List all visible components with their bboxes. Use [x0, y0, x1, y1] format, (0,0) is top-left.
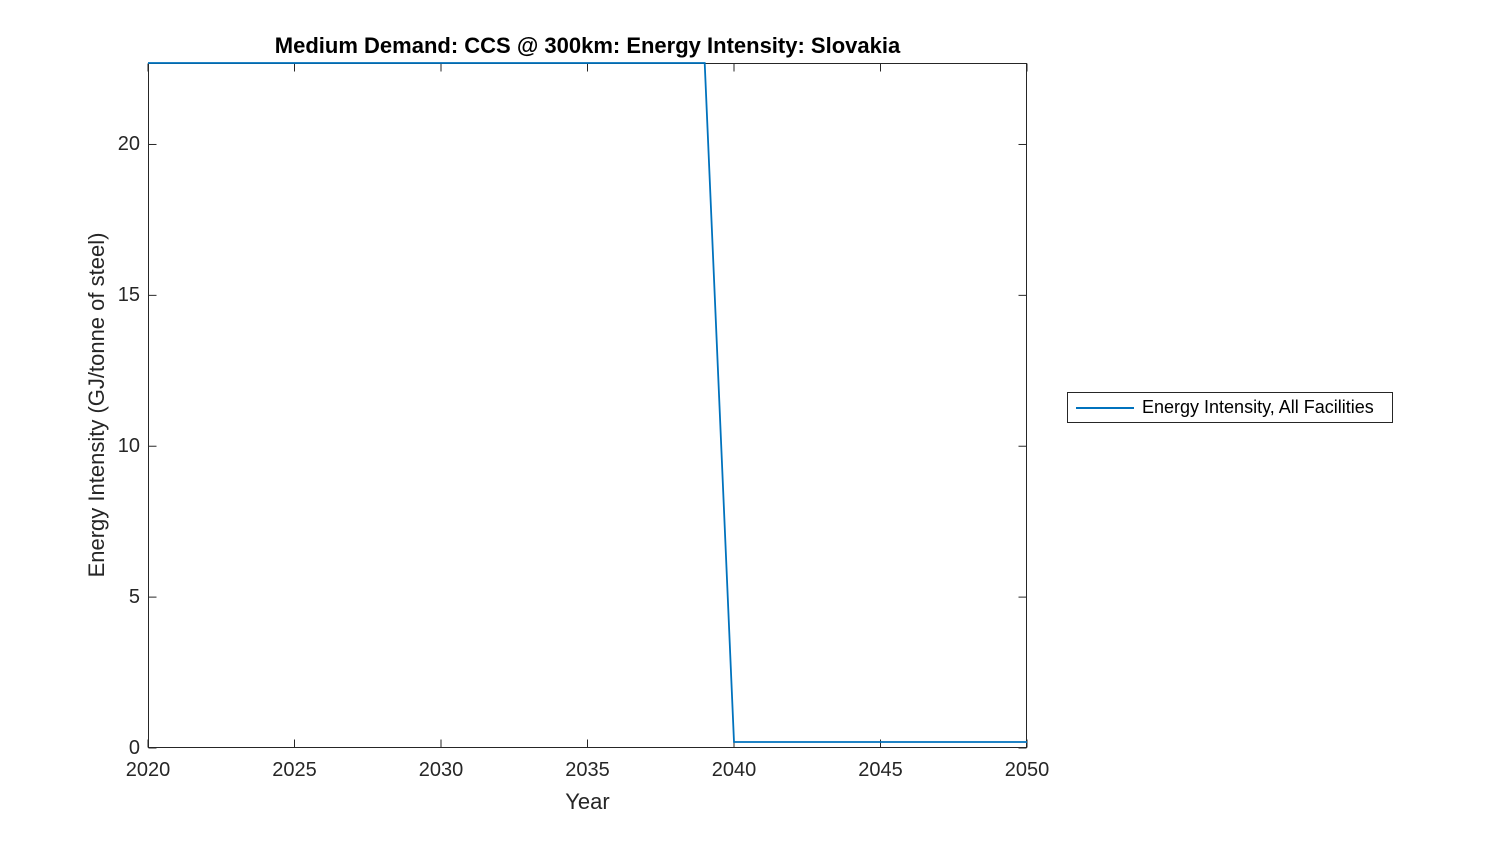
- x-tick-label: 2030: [418, 759, 464, 781]
- legend-label: Energy Intensity, All Facilities: [1142, 397, 1374, 417]
- legend: Energy Intensity, All Facilities: [1067, 392, 1393, 423]
- series-line: [148, 62, 1027, 743]
- y-tick-label: 0: [128, 737, 140, 759]
- y-tick-label: 5: [128, 586, 140, 609]
- x-tick-label: 2035: [565, 759, 610, 781]
- x-axis-label: Year: [565, 789, 610, 814]
- y-tick-label: 20: [117, 133, 140, 156]
- y-tick-label: 10: [117, 435, 140, 458]
- plot-area: [147, 62, 1028, 749]
- y-tick-label: 15: [117, 284, 140, 307]
- x-tick-label: 2050: [1004, 759, 1050, 781]
- legend-line-sample: [1076, 406, 1134, 409]
- x-tick-label: 2045: [858, 759, 903, 781]
- x-tick-label: 2025: [272, 759, 317, 781]
- axes-box: [148, 63, 1027, 748]
- plot-canvas: [147, 62, 1028, 749]
- chart-title: Medium Demand: CCS @ 300km: Energy Inten…: [274, 33, 901, 58]
- x-tick-label: 2040: [711, 759, 757, 781]
- x-tick-label: 2020: [125, 759, 171, 781]
